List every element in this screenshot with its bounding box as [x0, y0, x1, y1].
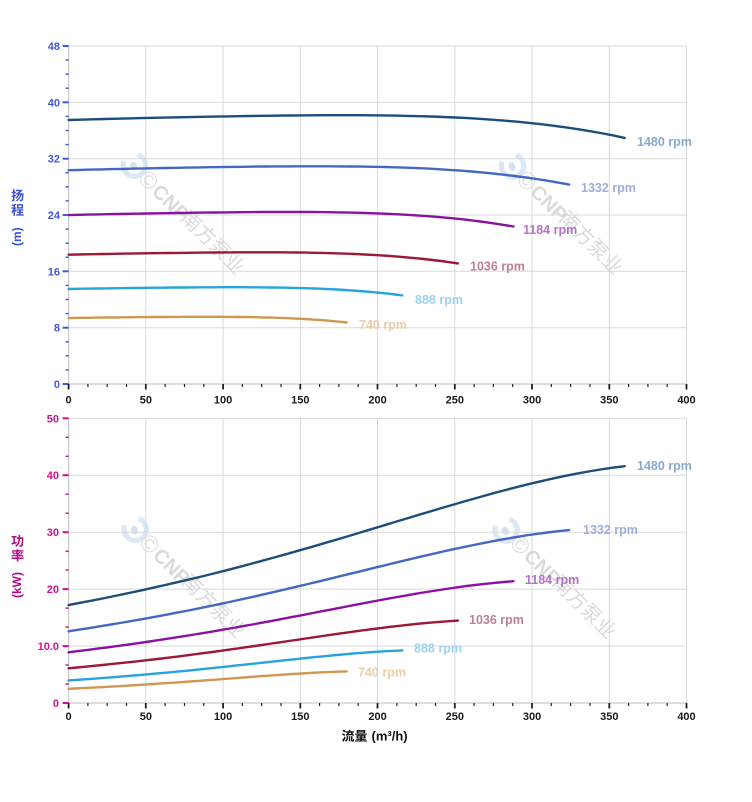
svg-text:40: 40: [47, 470, 59, 482]
svg-text:400: 400: [677, 711, 695, 723]
svg-text:(m³/h): (m³/h): [372, 729, 408, 744]
svg-text:300: 300: [523, 711, 541, 723]
svg-text:32: 32: [48, 154, 60, 166]
svg-text:400: 400: [677, 395, 695, 407]
svg-text:740 rpm: 740 rpm: [359, 318, 407, 332]
svg-text:0: 0: [53, 698, 59, 710]
svg-text:1332 rpm: 1332 rpm: [581, 181, 636, 195]
svg-text:888 rpm: 888 rpm: [414, 642, 462, 656]
svg-text:30: 30: [47, 527, 59, 539]
svg-text:20: 20: [47, 584, 59, 596]
svg-text:1184 rpm: 1184 rpm: [523, 223, 577, 237]
svg-text:1480 rpm: 1480 rpm: [637, 459, 692, 473]
svg-text:250: 250: [446, 711, 464, 723]
svg-text:1332 rpm: 1332 rpm: [583, 523, 638, 537]
svg-text:50: 50: [47, 413, 59, 425]
svg-text:16: 16: [48, 266, 60, 278]
svg-text:200: 200: [368, 395, 386, 407]
svg-text:24: 24: [48, 210, 61, 222]
svg-text:100: 100: [214, 395, 232, 407]
svg-text:200: 200: [368, 711, 386, 723]
svg-text:150: 150: [291, 395, 309, 407]
svg-text:740 rpm: 740 rpm: [358, 666, 406, 680]
svg-text:1480 rpm: 1480 rpm: [637, 135, 692, 149]
svg-text:0: 0: [54, 379, 60, 391]
svg-text:888 rpm: 888 rpm: [415, 293, 463, 307]
svg-text:0: 0: [66, 711, 72, 723]
svg-text:50: 50: [140, 711, 152, 723]
svg-text:1036 rpm: 1036 rpm: [469, 613, 524, 627]
svg-text:100: 100: [214, 711, 232, 723]
svg-text:150: 150: [291, 711, 309, 723]
svg-text:(m): (m): [10, 227, 24, 246]
svg-text:250: 250: [446, 395, 464, 407]
svg-text:50: 50: [140, 395, 152, 407]
svg-text:1036 rpm: 1036 rpm: [470, 260, 525, 274]
svg-text:300: 300: [523, 395, 541, 407]
svg-text:48: 48: [48, 41, 60, 53]
svg-text:0: 0: [66, 395, 72, 407]
svg-text:350: 350: [600, 711, 618, 723]
svg-text:1184 rpm: 1184 rpm: [525, 573, 579, 587]
svg-text:8: 8: [54, 323, 60, 335]
svg-text:(kW): (kW): [10, 572, 24, 598]
svg-text:10.0: 10.0: [38, 641, 59, 653]
svg-text:40: 40: [48, 97, 60, 109]
svg-text:350: 350: [600, 395, 618, 407]
